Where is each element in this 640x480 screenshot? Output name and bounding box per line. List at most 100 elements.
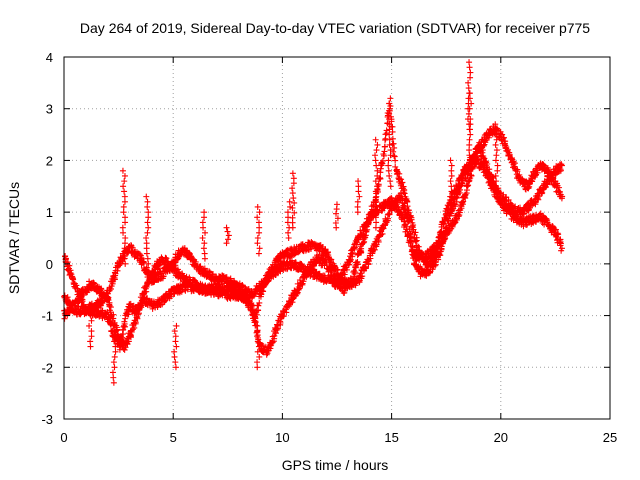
data-point [86,307,93,314]
data-point [170,290,177,297]
data-point [173,343,180,350]
data-point [512,203,519,210]
data-point [333,210,340,217]
data-point [136,307,143,314]
series-B [61,100,566,358]
data-point [110,374,117,381]
data-point [379,160,386,167]
data-point [493,178,500,185]
data-point [373,203,380,210]
data-point [120,203,127,210]
series-C [61,139,565,318]
data-point [87,302,94,309]
data-point [373,209,380,216]
data-point [386,136,393,143]
data-point [464,183,471,190]
data-point [387,95,394,102]
data-point [225,232,232,239]
data-point [291,199,298,206]
data-point [506,149,513,156]
data-point [201,240,208,247]
data-point [111,333,118,340]
data-point [128,328,135,335]
data-point [334,267,341,274]
data-point [256,299,263,306]
data-point [254,348,261,355]
data-point [556,184,563,191]
data-point [386,141,393,148]
data-point [254,322,261,329]
data-point [426,269,433,276]
data-point [239,282,246,289]
data-point [481,155,488,162]
data-point [375,238,382,245]
data-point [122,260,129,267]
data-point [386,131,393,138]
y-tick-labels: -3 -2 -1 0 1 2 3 4 [41,50,53,427]
data-point [119,250,126,257]
plot-frame [63,56,611,420]
data-point [468,100,475,107]
data-point [358,245,365,252]
data-point [255,250,262,257]
data-point [277,319,284,326]
data-point [199,219,206,226]
data-point [351,267,358,274]
data-point [392,157,399,164]
data-point [534,169,541,176]
data-point [372,188,379,195]
data-point [349,249,356,256]
data-point [334,215,341,222]
data-point [223,274,230,281]
data-point [355,188,362,195]
data-point [430,249,437,256]
data-point [145,209,152,216]
data-point [372,224,379,231]
data-point [450,197,457,204]
data-point [489,173,496,180]
data-point [172,359,179,366]
data-point [401,215,408,222]
data-point [466,126,473,133]
data-point [408,216,415,223]
data-point [467,116,474,123]
data-point [373,162,380,169]
data-point [514,166,521,173]
data-point [448,167,455,174]
data-point [453,216,460,223]
data-point [391,144,398,151]
y-tick-label: 1 [46,205,53,220]
data-point [374,141,381,148]
data-point [477,142,484,149]
data-point [466,95,473,102]
data-point [466,121,473,128]
data-point [387,183,394,190]
data-point [255,302,262,309]
data-point [143,245,150,252]
x-axis-label: GPS time / hours [282,457,389,473]
data-point [316,270,323,277]
data-point [104,293,111,300]
x-tick-label: 20 [494,430,508,445]
data-point [372,178,379,185]
data-point [202,229,209,236]
data-point [169,264,176,271]
data-point [354,198,361,205]
y-axis-label: SDTVAR / TECUs [6,182,22,294]
data-point [373,147,380,154]
data-point [413,237,420,244]
data-point [254,328,261,335]
data-point [347,256,354,263]
data-point [499,131,506,138]
data-point [379,157,386,164]
data-point [223,240,230,247]
data-point [292,259,299,266]
data-point [144,219,151,226]
data-point [386,110,393,117]
data-point [321,272,328,279]
data-point [171,328,178,335]
data-point [160,273,167,280]
data-point [201,214,208,221]
data-point [372,214,379,221]
data-point [354,209,361,216]
